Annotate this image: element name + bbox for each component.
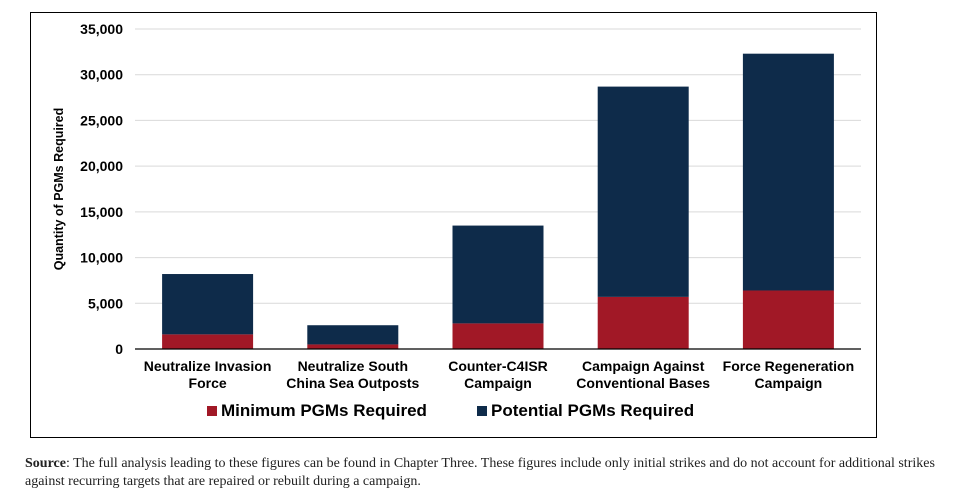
y-tick-label: 5,000 bbox=[88, 295, 123, 311]
source-label: Source bbox=[25, 456, 66, 471]
chart-frame: 0 5,000 10,000 15,000 20,000 25,000 30,000 35,0… bbox=[30, 12, 877, 438]
y-tick-label: 35,000 bbox=[80, 21, 123, 37]
x-tick-label: Neutralize South bbox=[298, 358, 408, 374]
y-tick-label: 10,000 bbox=[80, 250, 123, 266]
y-tick-label: 15,000 bbox=[80, 204, 123, 220]
x-tick-label: Neutralize Invasion bbox=[144, 358, 272, 374]
source-note: Source: The full analysis leading to the… bbox=[25, 455, 975, 491]
x-tick-label: Campaign Against bbox=[582, 358, 705, 374]
bar-potential bbox=[162, 274, 254, 335]
bar-minimum bbox=[162, 334, 254, 349]
bar-minimum bbox=[597, 296, 689, 349]
bar-minimum bbox=[742, 290, 834, 349]
legend-label: Potential PGMs Required bbox=[491, 401, 694, 420]
bar-potential bbox=[742, 53, 834, 291]
y-tick-label: 25,000 bbox=[80, 112, 123, 128]
x-tick-label: Conventional Bases bbox=[576, 375, 710, 391]
y-tick-label: 20,000 bbox=[80, 158, 123, 174]
legend-swatch-potential bbox=[477, 406, 487, 416]
bar-potential bbox=[597, 86, 689, 297]
legend-label: Minimum PGMs Required bbox=[221, 401, 427, 420]
legend-swatch-minimum bbox=[207, 406, 217, 416]
y-tick-label: 30,000 bbox=[80, 67, 123, 83]
bar-potential bbox=[452, 225, 544, 324]
bar-minimum bbox=[452, 323, 544, 349]
x-tick-label: Counter-C4ISR bbox=[448, 358, 548, 374]
x-tick-label: Campaign bbox=[464, 375, 532, 391]
bar-minimum bbox=[307, 344, 399, 349]
x-tick-label: Force bbox=[189, 375, 227, 391]
bar-potential bbox=[307, 325, 399, 345]
x-tick-label: Campaign bbox=[755, 375, 823, 391]
x-tick-label: Force Regeneration bbox=[723, 358, 854, 374]
stacked-bar-chart: 0 5,000 10,000 15,000 20,000 25,000 30,000 35,0… bbox=[52, 21, 861, 420]
source-text: : The full analysis leading to these fig… bbox=[25, 456, 935, 489]
y-tick-label: 0 bbox=[115, 341, 123, 357]
y-axis-label: Quantity of PGMs Required bbox=[52, 108, 66, 271]
x-tick-label: China Sea Outposts bbox=[286, 375, 419, 391]
